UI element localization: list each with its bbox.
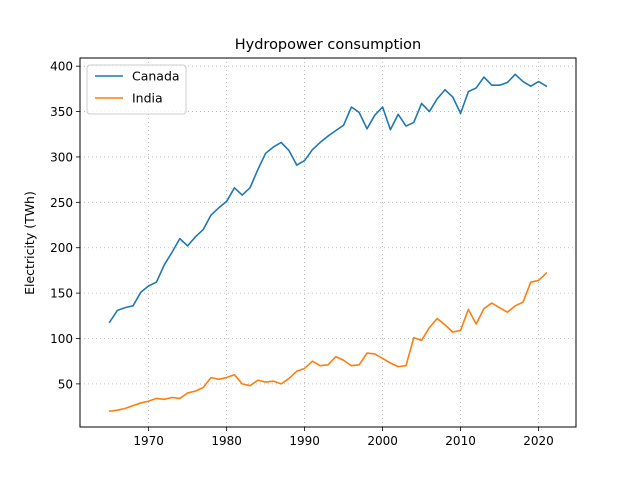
y-axis-label: Electricity (TWh): [22, 191, 37, 295]
grid: [80, 58, 576, 427]
axis-ticks: 1970 1980 1990 2000 2010 2020 50 100 150 200 250 30…: [50, 60, 554, 448]
plot-frame: [79, 57, 577, 428]
y-tick-label: 400: [50, 60, 73, 74]
x-tick-label: 1990: [289, 434, 320, 448]
series-lines: [108, 73, 548, 412]
x-tick-label: 2020: [523, 434, 554, 448]
legend-label-india: India: [132, 91, 163, 106]
y-tick-label: 350: [50, 105, 73, 119]
y-tick-label: 200: [50, 241, 73, 255]
legend-label-canada: Canada: [132, 69, 180, 84]
y-tick-label: 300: [50, 150, 73, 164]
y-tick-label: 250: [50, 196, 73, 210]
y-tick-label: 100: [50, 332, 73, 346]
x-tick-label: 2010: [445, 434, 476, 448]
chart-title: Hydropower consumption: [235, 37, 422, 53]
y-tick-label: 150: [50, 287, 73, 301]
legend: Canada India: [86, 64, 187, 115]
series-line-canada: [108, 73, 548, 324]
x-tick-label: 1970: [133, 434, 164, 448]
x-tick-label: 2000: [367, 434, 398, 448]
y-tick-label: 50: [58, 377, 73, 391]
legend-box: [86, 64, 187, 115]
x-tick-label: 1980: [211, 434, 242, 448]
series-line-india: [108, 272, 548, 412]
